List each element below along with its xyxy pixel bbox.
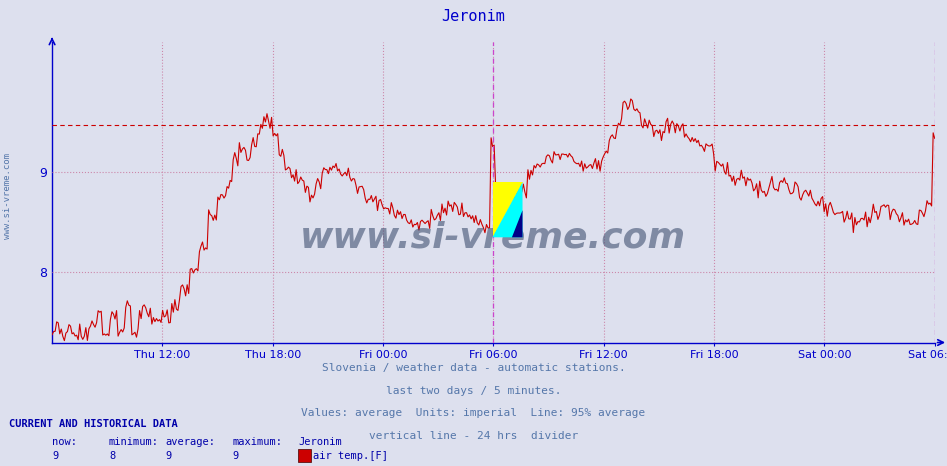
Text: Jeronim: Jeronim xyxy=(298,437,342,447)
Polygon shape xyxy=(512,210,523,237)
Text: air temp.[F]: air temp.[F] xyxy=(313,451,388,461)
Text: last two days / 5 minutes.: last two days / 5 minutes. xyxy=(385,386,562,396)
Polygon shape xyxy=(492,182,523,237)
Text: Jeronim: Jeronim xyxy=(441,9,506,24)
Text: 8: 8 xyxy=(109,451,116,461)
Text: vertical line - 24 hrs  divider: vertical line - 24 hrs divider xyxy=(369,431,578,440)
Polygon shape xyxy=(492,182,523,237)
Text: now:: now: xyxy=(52,437,77,447)
Text: www.si-vreme.com: www.si-vreme.com xyxy=(300,220,687,254)
Text: CURRENT AND HISTORICAL DATA: CURRENT AND HISTORICAL DATA xyxy=(9,419,178,429)
Text: 9: 9 xyxy=(166,451,172,461)
Text: Slovenia / weather data - automatic stations.: Slovenia / weather data - automatic stat… xyxy=(322,363,625,373)
Text: 9: 9 xyxy=(52,451,59,461)
Text: 9: 9 xyxy=(232,451,239,461)
Text: average:: average: xyxy=(166,437,216,447)
Text: minimum:: minimum: xyxy=(109,437,159,447)
Text: maximum:: maximum: xyxy=(232,437,282,447)
Text: www.si-vreme.com: www.si-vreme.com xyxy=(3,153,12,239)
Text: Values: average  Units: imperial  Line: 95% average: Values: average Units: imperial Line: 95… xyxy=(301,408,646,418)
